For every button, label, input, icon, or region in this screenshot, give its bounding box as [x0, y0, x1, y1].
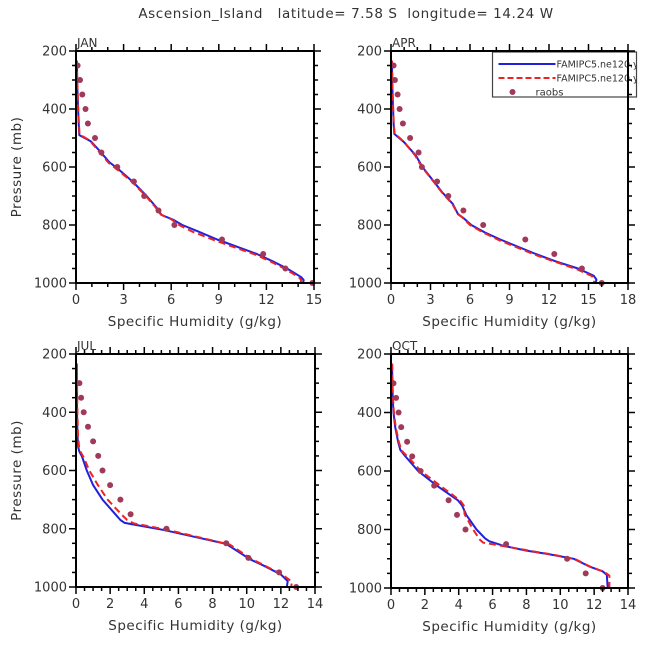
y-tick-label: 1000	[34, 581, 67, 596]
x-tick-label: 9	[215, 293, 223, 308]
x-axis-title: Specific Humidity (g/kg)	[422, 314, 596, 330]
raobs-points	[76, 380, 300, 590]
x-axis-title: Specific Humidity (g/kg)	[108, 618, 282, 634]
y-tick-label: 600	[42, 161, 67, 176]
panel-month-label: APR	[392, 36, 416, 50]
y-tick-label: 1000	[349, 277, 382, 292]
y-tick-label: 600	[42, 464, 67, 479]
x-tick-label: 3	[119, 293, 127, 308]
x-axis-title: Specific Humidity (g/kg)	[422, 619, 596, 635]
x-tick-label: 4	[455, 598, 463, 613]
y-tick-label: 1000	[349, 582, 382, 597]
x-tick-label: 0	[387, 293, 395, 308]
x-tick-label: 10	[552, 598, 569, 613]
panel-month-label: OCT	[392, 339, 418, 353]
x-tick-label: 12	[541, 293, 558, 308]
legend-box	[491, 51, 638, 98]
panel-jan: JAN 0 3 6 9 12 15 200 400 600 800 1000 Specific Humi…	[9, 36, 322, 330]
x-tick-label: 8	[208, 597, 216, 612]
x-tick-label: 0	[72, 597, 80, 612]
y-tick-label: 200	[357, 348, 382, 363]
axes-frame	[384, 44, 635, 290]
model1-line	[75, 363, 289, 588]
y-tick-label: 800	[357, 219, 382, 234]
panel-jul: JUL 0 2 4 6 8 10 12 14 200 400 600 800 1000 Specific H…	[9, 339, 323, 634]
panel-oct: OCT 0 2 4 6 8 10 12 14 200 400 600 800 1000 Specific H…	[349, 339, 636, 635]
model1-line	[75, 60, 305, 284]
y-axis-title: Pressure (mb)	[9, 117, 25, 218]
legend-label: FAMIPC5.ne120.ys	[557, 74, 644, 85]
y-tick-label: 400	[357, 103, 382, 118]
x-tick-label: 4	[140, 597, 148, 612]
axes-frame	[69, 44, 321, 290]
panel-apr: FAMIPC5.ne120.ys FAMIPC5.ne120.ys raobs APR…	[349, 36, 644, 330]
panel-month-label: JUL	[76, 339, 96, 353]
x-tick-label: 6	[167, 293, 175, 308]
x-tick-label: 6	[174, 597, 182, 612]
raobs-points	[74, 62, 316, 286]
y-tick-label: 400	[42, 406, 67, 421]
x-tick-label: 10	[238, 597, 255, 612]
y-tick-label: 200	[357, 45, 382, 60]
x-tick-label: 12	[273, 597, 290, 612]
y-tick-label: 1000	[34, 277, 67, 292]
model2-line	[391, 363, 611, 588]
model2-line	[390, 60, 596, 284]
x-tick-label: 9	[505, 293, 513, 308]
model1-line	[391, 363, 609, 589]
y-tick-label: 800	[42, 219, 67, 234]
y-tick-label: 200	[42, 45, 67, 60]
model2-line	[75, 363, 293, 588]
y-tick-label: 800	[357, 523, 382, 538]
y-axis-title: Pressure (mb)	[9, 420, 25, 521]
x-tick-label: 6	[488, 598, 496, 613]
legend-sample-raobs	[509, 89, 516, 95]
x-tick-label: 3	[426, 293, 434, 308]
model2-line	[75, 60, 303, 284]
x-tick-label: 6	[466, 293, 474, 308]
y-tick-label: 400	[357, 406, 382, 421]
axes-frame	[69, 347, 322, 594]
x-tick-label: 18	[620, 293, 637, 308]
x-tick-label: 14	[307, 597, 324, 612]
legend-label: raobs	[536, 88, 564, 99]
raobs-points	[390, 380, 606, 591]
x-tick-label: 0	[72, 293, 80, 308]
x-tick-label: 0	[387, 598, 395, 613]
figure-title: Ascension_Island latitude= 7.58 S longit…	[138, 6, 554, 22]
y-tick-label: 400	[42, 103, 67, 118]
y-tick-label: 600	[357, 161, 382, 176]
x-tick-label: 14	[620, 598, 637, 613]
y-tick-label: 800	[42, 522, 67, 537]
panel-month-label: JAN	[76, 36, 98, 50]
x-tick-label: 15	[306, 293, 323, 308]
x-tick-label: 12	[258, 293, 275, 308]
x-axis-title: Specific Humidity (g/kg)	[108, 314, 282, 330]
x-tick-label: 2	[421, 598, 429, 613]
x-tick-label: 15	[580, 293, 597, 308]
legend-label: FAMIPC5.ne120.ys	[557, 60, 644, 71]
x-tick-label: 2	[106, 597, 114, 612]
y-tick-label: 200	[42, 348, 67, 363]
x-tick-label: 12	[586, 598, 603, 613]
axes-frame	[384, 347, 635, 595]
legend: FAMIPC5.ne120.ys FAMIPC5.ne120.ys raobs	[491, 51, 644, 99]
y-tick-label: 600	[357, 465, 382, 480]
x-tick-label: 8	[522, 598, 530, 613]
